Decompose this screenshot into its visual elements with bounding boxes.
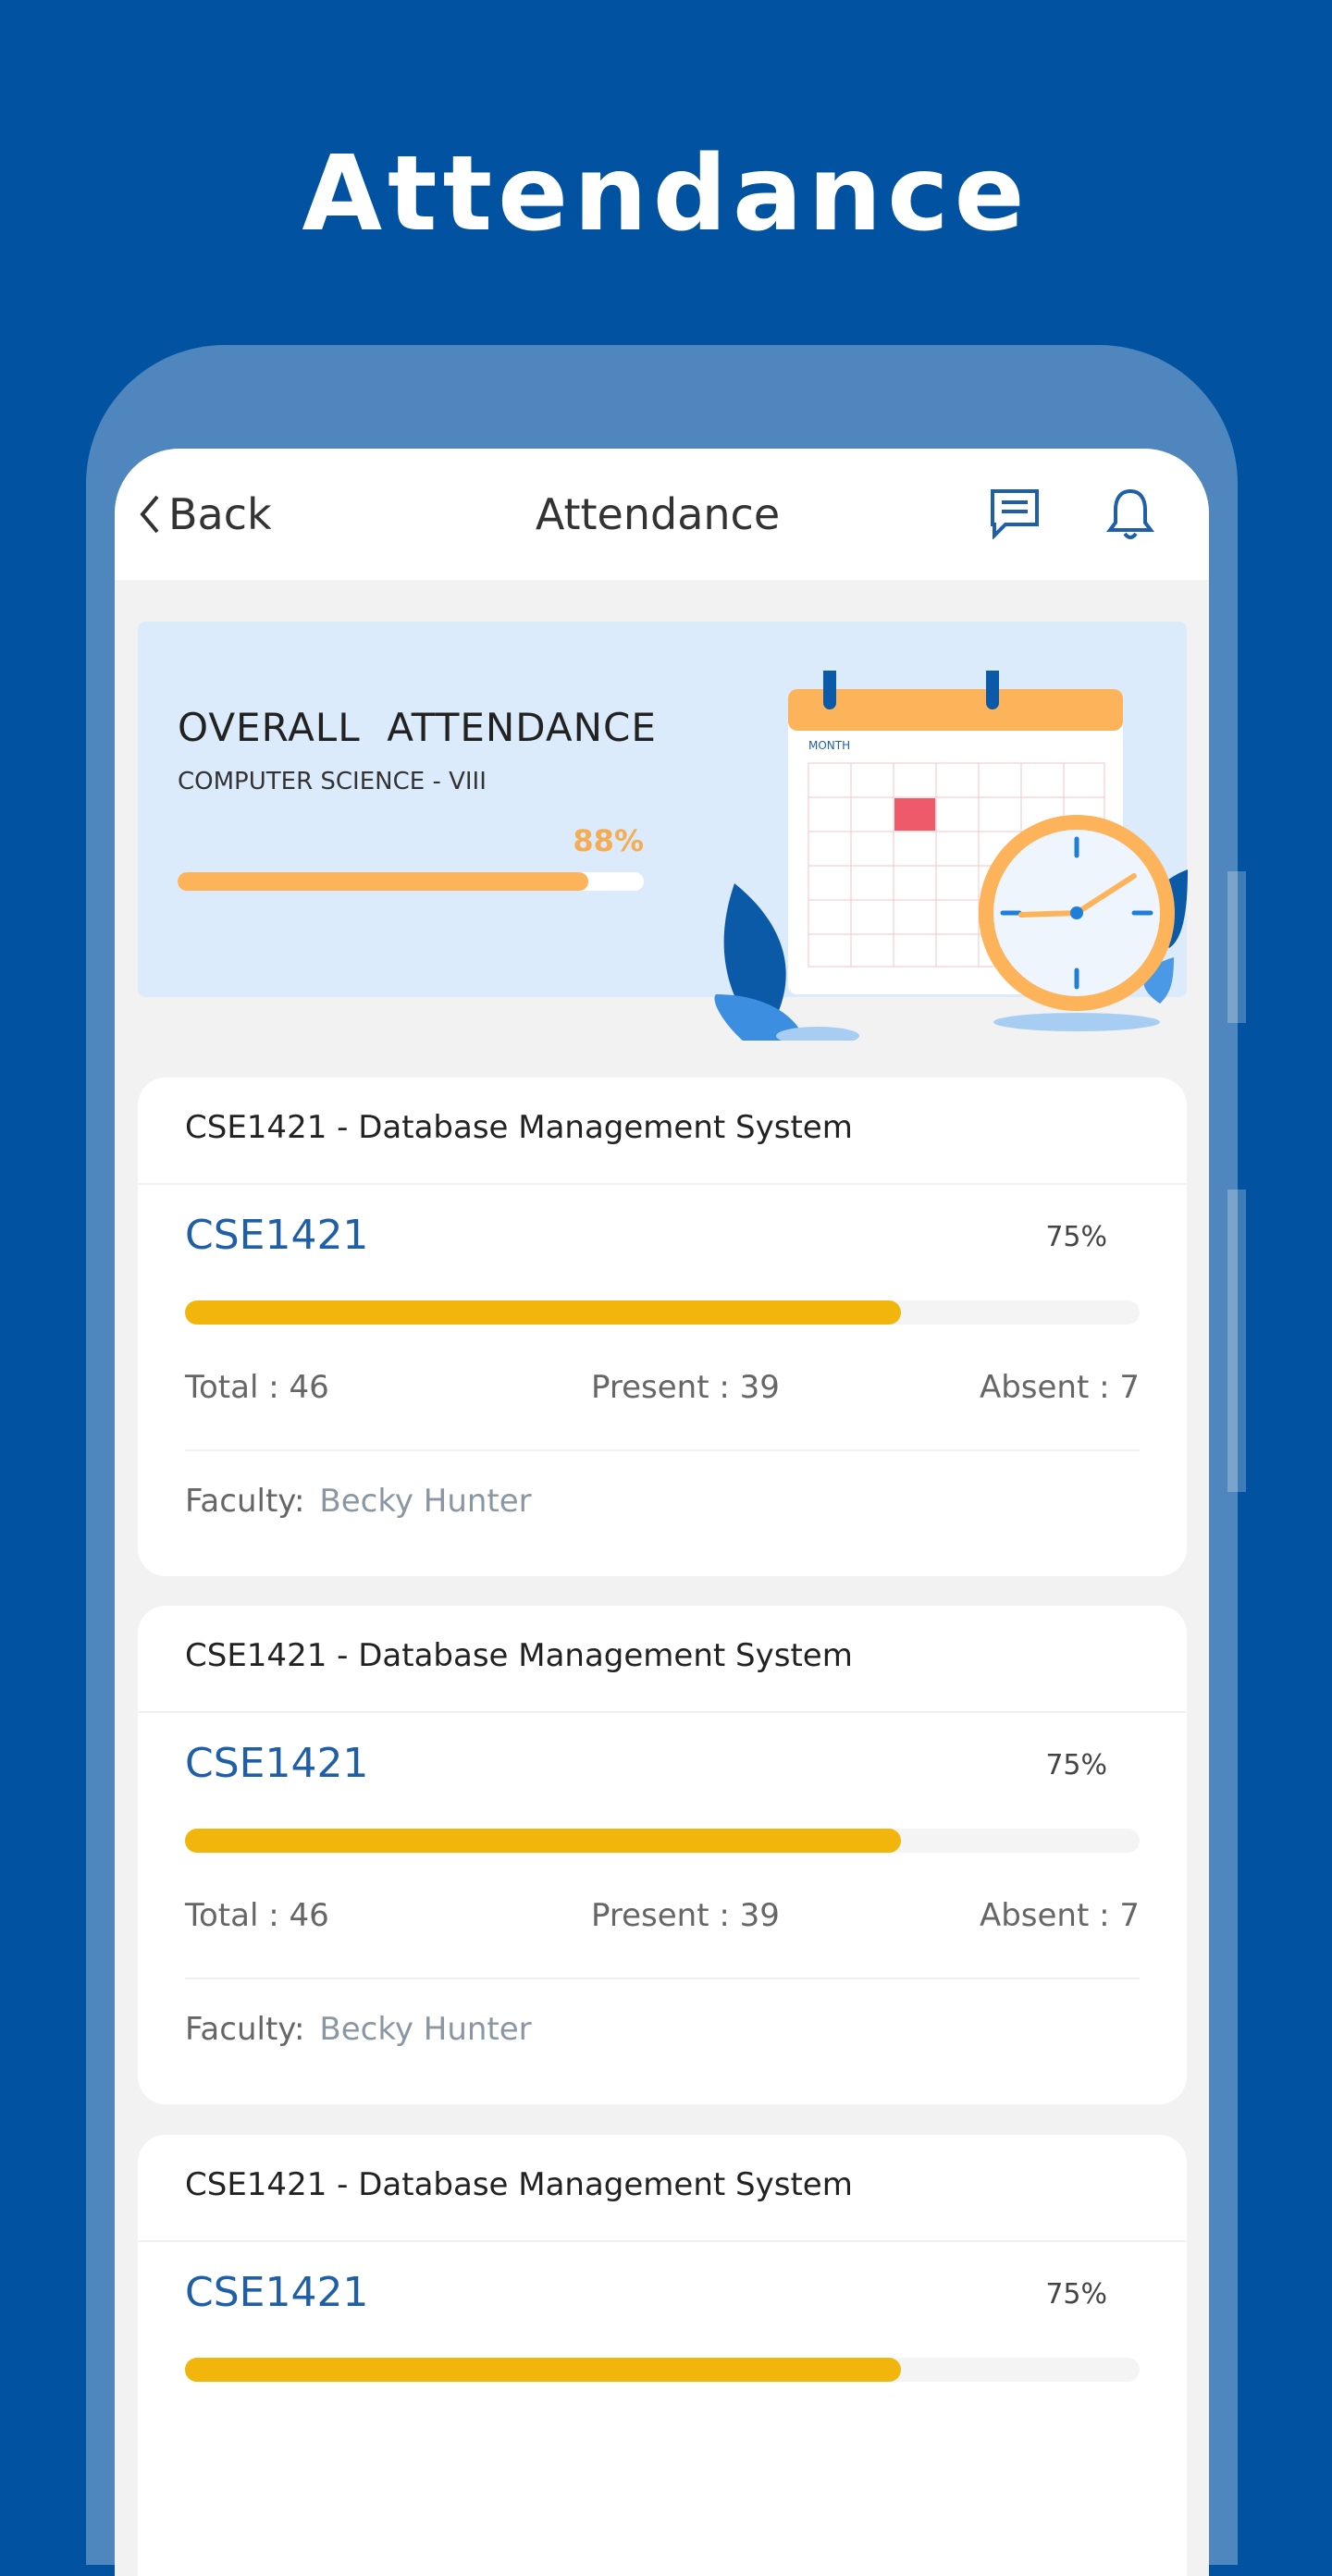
message-icon[interactable] bbox=[989, 487, 1041, 539]
present-count: Present : 39 bbox=[591, 1369, 780, 1406]
back-button[interactable]: Back bbox=[137, 486, 272, 543]
divider bbox=[185, 1449, 1140, 1451]
notification-icon[interactable] bbox=[1104, 486, 1156, 541]
course-name: CSE1421 - Database Management System bbox=[185, 2166, 853, 2203]
page: Attendance {"page": {"title": "Attendanc… bbox=[86, 134, 1246, 2576]
course-code: CSE1421 bbox=[185, 1740, 369, 1787]
faculty-name: Becky Hunter bbox=[319, 1483, 532, 1520]
progress-track bbox=[185, 1829, 1140, 1853]
back-icon bbox=[140, 495, 159, 534]
course-percent: 75% bbox=[1045, 1749, 1107, 1781]
phone-screen: Back Attendance OVERALL ATTENDANCE COMPU… bbox=[115, 449, 1209, 2576]
faculty-name: Becky Hunter bbox=[319, 2011, 532, 2048]
faculty-label: Faculty: bbox=[185, 2011, 305, 2048]
course-name: CSE1421 - Database Management System bbox=[185, 1637, 853, 1674]
faculty-row: Faculty: Becky Hunter bbox=[185, 1483, 532, 1520]
total-count: Total : 46 bbox=[185, 1369, 329, 1406]
progress-fill bbox=[178, 872, 588, 891]
course-percent: 75% bbox=[1045, 1221, 1107, 1253]
course-card: CSE1421 - Database Management System CSE1… bbox=[138, 1078, 1187, 1576]
side-button bbox=[1227, 1189, 1246, 1492]
side-button bbox=[1227, 871, 1246, 1023]
app-bar: Back Attendance bbox=[115, 449, 1209, 580]
divider bbox=[138, 1711, 1187, 1713]
course-code: CSE1421 bbox=[185, 1212, 369, 1259]
total-count: Total : 46 bbox=[185, 1897, 329, 1934]
course-code: CSE1421 bbox=[185, 2269, 369, 2316]
faculty-row: Faculty: Becky Hunter bbox=[185, 2011, 532, 2048]
divider bbox=[138, 1183, 1187, 1185]
progress-track bbox=[185, 1300, 1140, 1325]
progress-track bbox=[185, 2358, 1140, 2382]
course-card: CSE1421 - Database Management System CSE1… bbox=[138, 2135, 1187, 2576]
divider bbox=[138, 2240, 1187, 2242]
calendar-label: MONTH bbox=[808, 739, 850, 752]
faculty-label: Faculty: bbox=[185, 1483, 305, 1520]
page-title: Attendance bbox=[302, 134, 1030, 254]
absent-count: Absent : 7 bbox=[979, 1897, 1140, 1934]
progress-track bbox=[178, 872, 644, 891]
calendar-illustration: MONTH bbox=[714, 671, 1188, 1041]
app-title: Attendance bbox=[535, 489, 781, 539]
back-label: Back bbox=[168, 489, 272, 539]
progress-fill bbox=[185, 1829, 901, 1853]
present-count: Present : 39 bbox=[591, 1897, 780, 1934]
course-card: CSE1421 - Database Management System CSE1… bbox=[138, 1606, 1187, 2104]
course-name: CSE1421 - Database Management System bbox=[185, 1109, 853, 1146]
progress-fill bbox=[185, 2358, 901, 2382]
absent-count: Absent : 7 bbox=[979, 1369, 1140, 1406]
divider bbox=[185, 1978, 1140, 1979]
overall-percent: 88% bbox=[573, 823, 644, 858]
overall-subtitle: COMPUTER SCIENCE - VIII bbox=[178, 768, 487, 795]
course-percent: 75% bbox=[1045, 2278, 1107, 2311]
progress-fill bbox=[185, 1300, 901, 1325]
page-body: Attendance Back Attendance OVERALL ATTEN… bbox=[86, 134, 1246, 2576]
overall-title: OVERALL ATTENDANCE bbox=[178, 705, 657, 750]
